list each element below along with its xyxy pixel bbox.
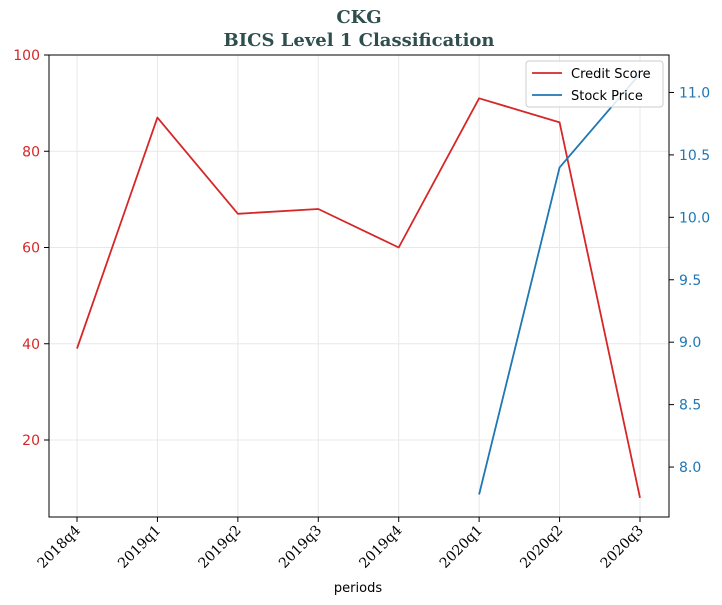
x-tick-label: 2018q4 [35, 522, 84, 571]
right-tick-label: 11.0 [679, 85, 710, 101]
x-tick-label: 2019q2 [196, 523, 245, 572]
x-tick-label: 2019q4 [356, 522, 405, 571]
legend-label: Credit Score [571, 67, 651, 82]
x-tick-label: 2019q3 [276, 523, 325, 572]
legend-label: Stock Price [571, 89, 643, 104]
right-tick-label: 8.0 [679, 460, 701, 476]
x-axis-label: periods [334, 581, 382, 596]
chart-title: CKG [336, 7, 381, 28]
right-tick-label: 10.5 [679, 148, 710, 164]
left-tick-label: 100 [13, 48, 40, 64]
chart-subtitle: BICS Level 1 Classification [223, 30, 494, 51]
right-tick-label: 8.5 [679, 398, 701, 414]
x-tick-label: 2020q1 [437, 523, 486, 572]
left-tick-label: 60 [22, 241, 40, 257]
grid [49, 54, 669, 517]
right-tick-label: 9.5 [679, 273, 701, 289]
left-tick-label: 40 [22, 337, 40, 353]
right-tick-label: 9.0 [679, 335, 701, 351]
series-lines [76, 73, 641, 498]
plot-frame [48, 54, 670, 518]
series-line-credit-score [76, 97, 641, 498]
x-tick-label: 2020q3 [598, 523, 647, 572]
left-axis: 20 40 60 80 100 [13, 48, 49, 449]
x-axis: 2018q4 2019q1 2019q2 2019q3 2019q4 2020q1 2020… [35, 517, 647, 572]
x-tick-label: 2019q1 [115, 523, 164, 572]
left-tick-label: 80 [22, 144, 40, 160]
right-tick-label: 10.0 [679, 210, 710, 226]
x-tick-label: 2020q2 [517, 523, 566, 572]
left-tick-label: 20 [22, 433, 40, 449]
right-axis: 8.0 8.5 9.0 9.5 10.0 10.5 11.0 [669, 85, 710, 476]
legend: Credit Score Stock Price [525, 60, 664, 108]
